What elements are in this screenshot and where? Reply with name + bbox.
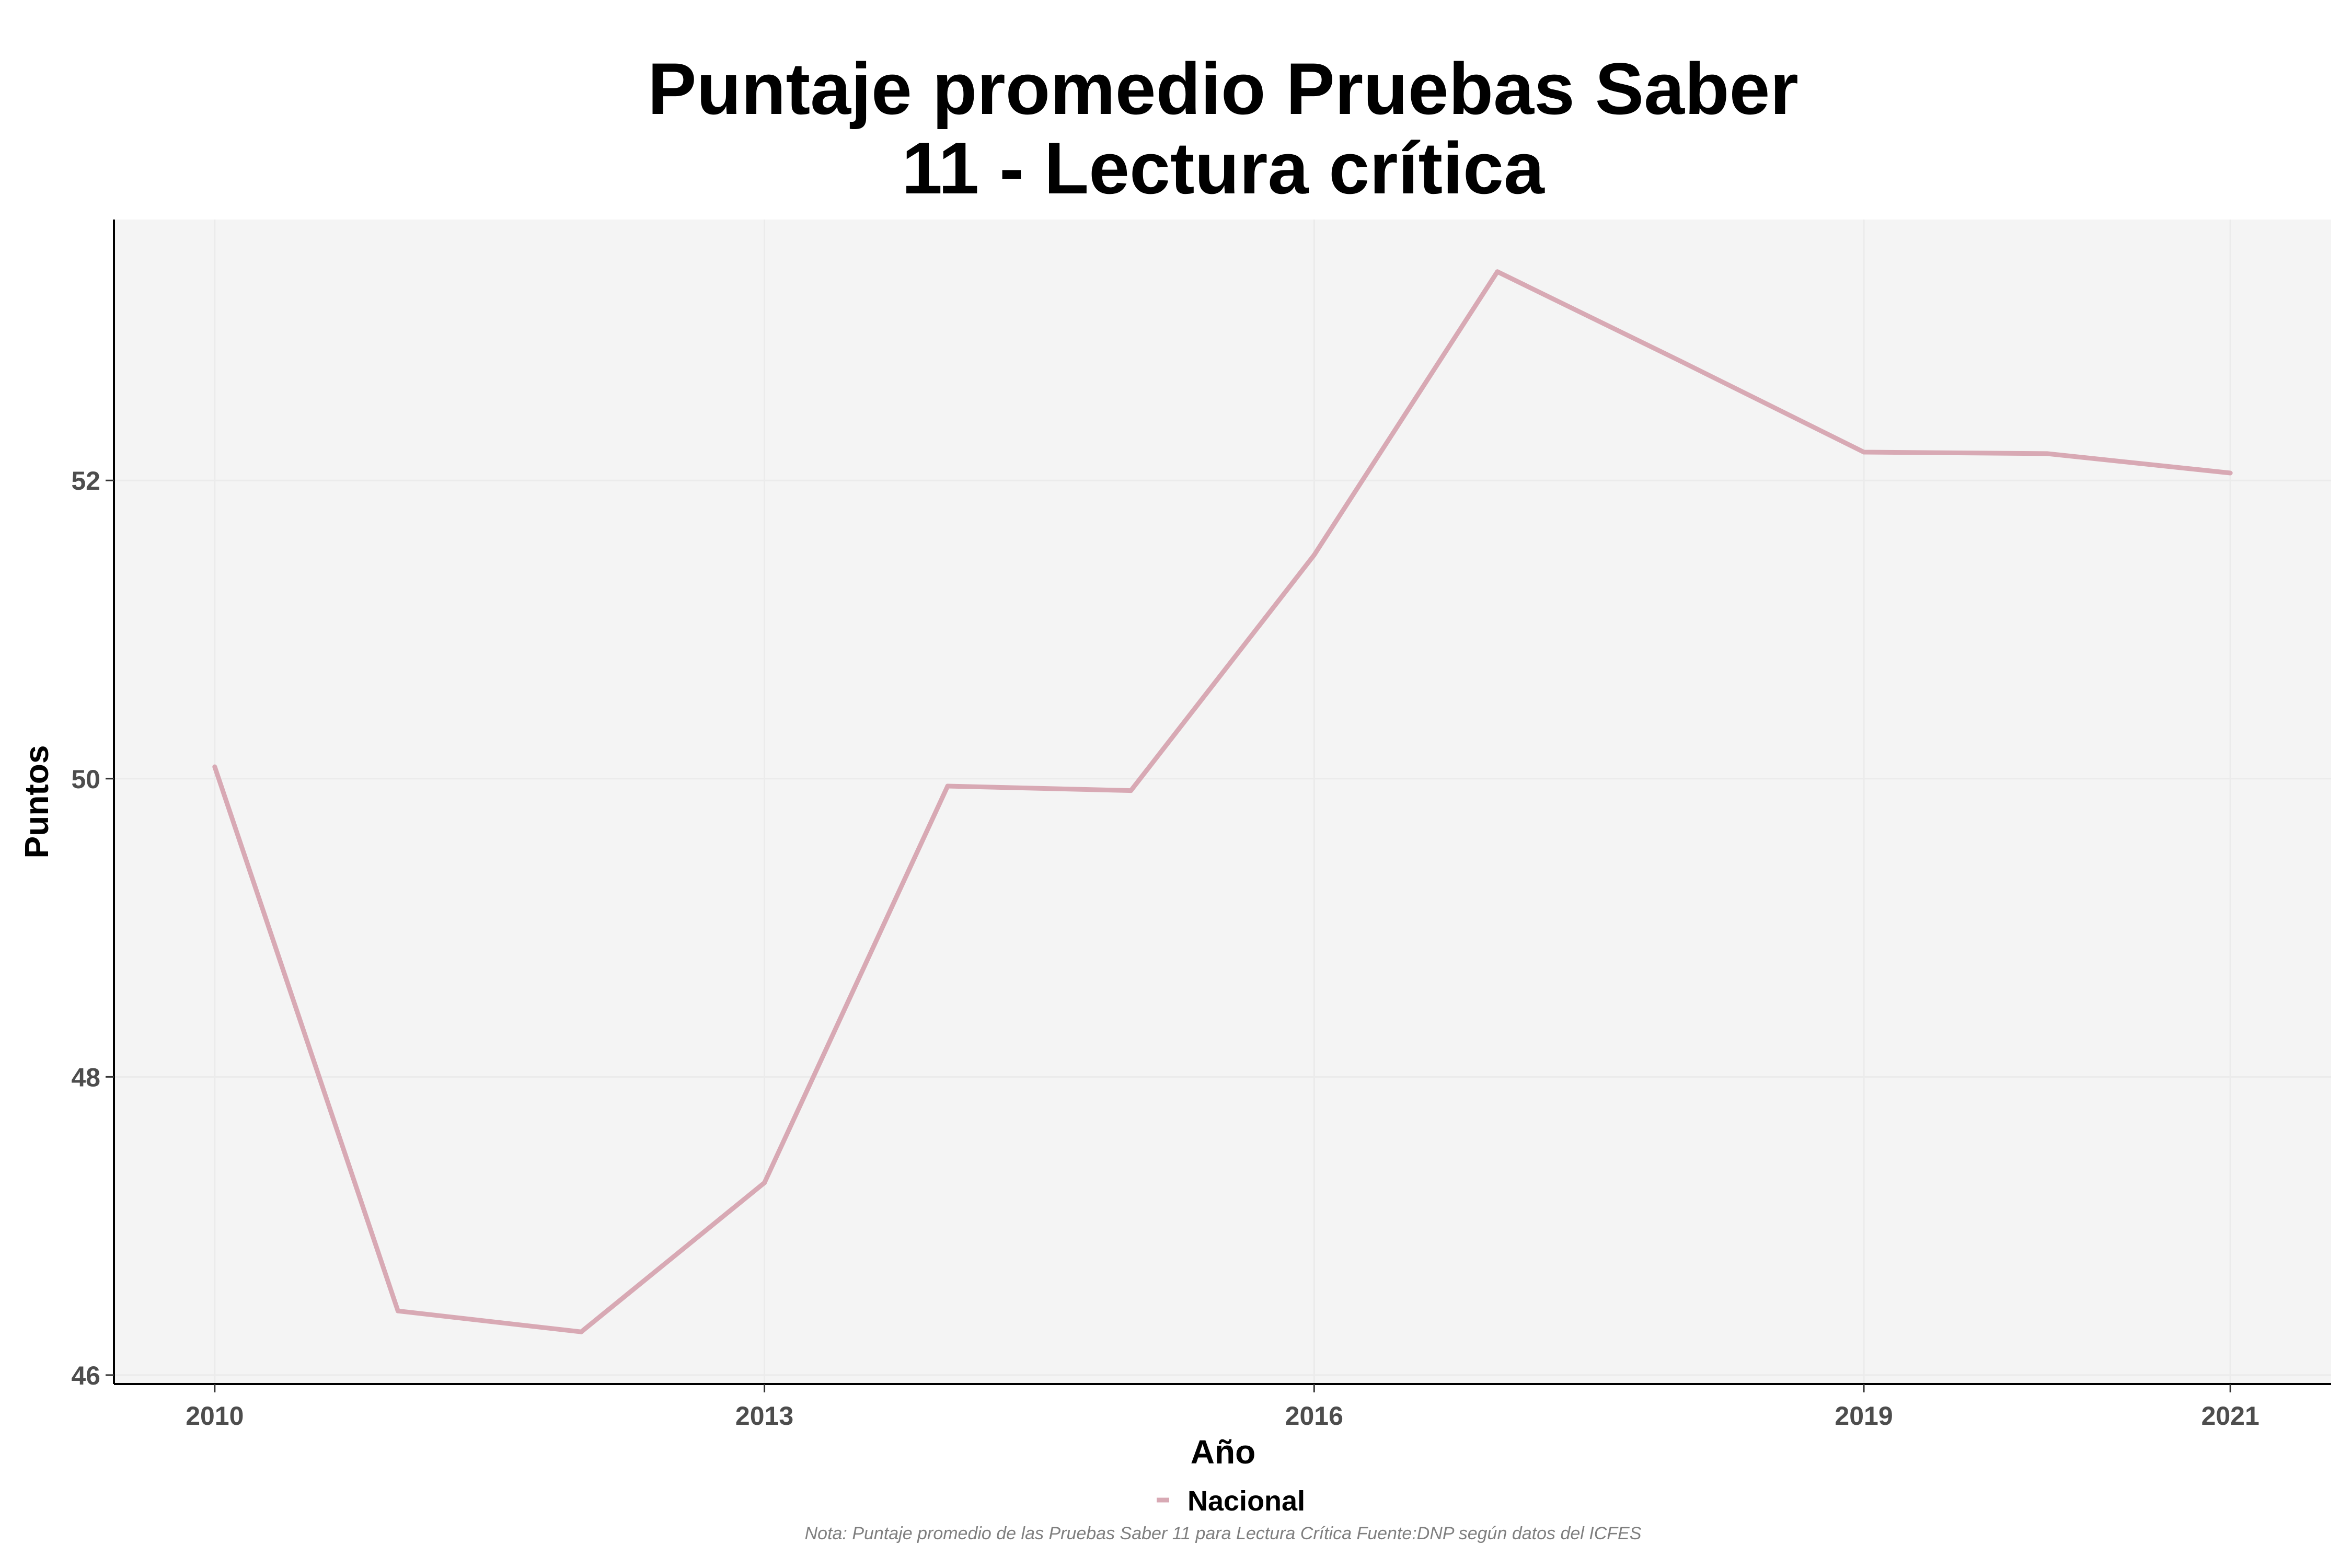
- x-tick-label-2016: 2016: [1285, 1401, 1343, 1431]
- y-tick-label-46: 46: [71, 1361, 100, 1390]
- y-gridlines: [114, 479, 2331, 1376]
- x-tick-label-2010: 2010: [186, 1401, 244, 1431]
- data-point-2012: [579, 1329, 584, 1334]
- data-point-2010: [212, 764, 217, 769]
- chart-note: Nota: Puntaje promedio de las Pruebas Sa…: [805, 1524, 1642, 1543]
- chart-title-line-2: 11 - Lectura crítica: [902, 127, 1545, 209]
- legend-label-nacional: Nacional: [1187, 1485, 1305, 1517]
- legend: Nacional: [1157, 1485, 1305, 1517]
- x-axis-ticks: 2010 2013 2016 2019 2021: [186, 1384, 2259, 1431]
- series-line-nacional: [212, 269, 2231, 1334]
- data-point-2014: [945, 783, 950, 789]
- x-tick-label-2019: 2019: [1835, 1401, 1893, 1431]
- data-point-2020: [2045, 451, 2050, 456]
- y-tick-label-50: 50: [71, 765, 100, 794]
- data-point-2021: [2228, 470, 2233, 476]
- data-point-2015: [1128, 788, 1134, 793]
- y-tick-label-48: 48: [71, 1063, 100, 1092]
- y-axis-title: Puntos: [18, 745, 55, 859]
- data-point-2013: [762, 1180, 767, 1185]
- series-layer: [212, 269, 2233, 1334]
- x-tick-label-2013: 2013: [735, 1401, 793, 1431]
- y-tick-label-52: 52: [71, 466, 100, 495]
- data-point-2017: [1495, 269, 1500, 274]
- data-point-2011: [395, 1308, 400, 1313]
- x-gridlines: [214, 220, 2231, 1384]
- x-tick-label-2021: 2021: [2201, 1401, 2259, 1431]
- plot-panel: [114, 220, 2331, 1384]
- x-axis-title: Año: [1191, 1433, 1255, 1471]
- data-point-2016: [1311, 552, 1317, 558]
- chart-title-line-1: Puntaje promedio Pruebas Saber: [648, 48, 1798, 130]
- y-axis-ticks: 46 48 50 52: [71, 466, 114, 1390]
- data-point-2018: [1678, 359, 1683, 364]
- data-point-2019: [1861, 449, 1866, 455]
